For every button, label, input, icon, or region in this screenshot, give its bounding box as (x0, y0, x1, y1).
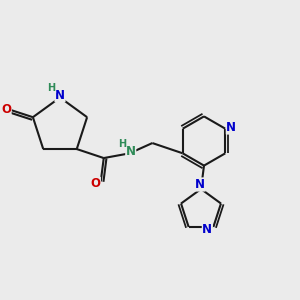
Text: N: N (126, 145, 136, 158)
Text: N: N (55, 88, 65, 102)
Text: N: N (195, 178, 205, 191)
Text: H: H (47, 83, 56, 93)
Text: N: N (226, 121, 236, 134)
Text: N: N (202, 223, 212, 236)
Text: O: O (1, 103, 11, 116)
Text: H: H (118, 139, 126, 149)
Text: O: O (90, 177, 100, 190)
